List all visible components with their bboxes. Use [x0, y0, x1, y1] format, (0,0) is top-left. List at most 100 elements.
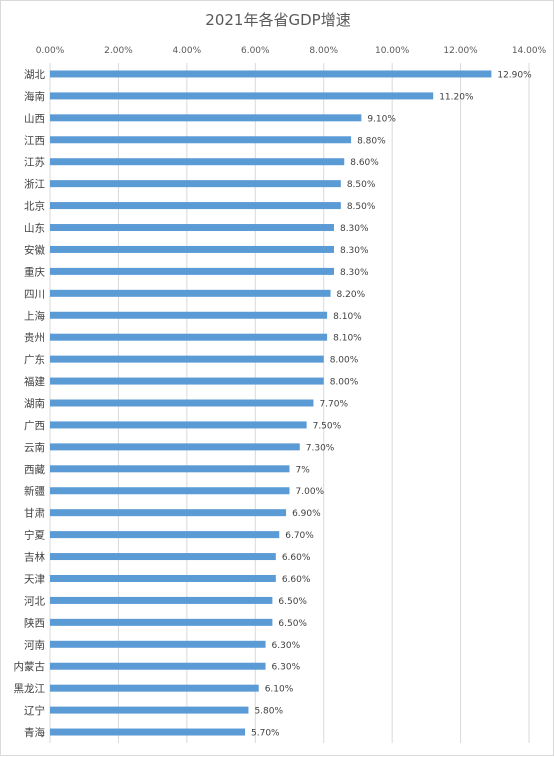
x-tick-label: 6.00%: [241, 46, 270, 56]
bar: [50, 421, 307, 429]
category-label: 海南: [24, 90, 45, 103]
category-label: 辽宁: [24, 704, 45, 717]
bar: [50, 180, 341, 188]
category-label: 湖北: [24, 69, 45, 81]
data-label: 5.80%: [254, 707, 283, 717]
data-label: 8.20%: [337, 290, 366, 300]
bar: [50, 224, 334, 232]
data-label: 8.60%: [350, 158, 379, 168]
category-label: 重庆: [24, 265, 45, 278]
bars: [50, 70, 492, 736]
data-label: 8.10%: [333, 334, 362, 344]
category-label: 西藏: [24, 464, 45, 476]
data-label: 8.30%: [340, 246, 369, 256]
bar: [50, 333, 328, 341]
category-label: 河北: [24, 595, 45, 607]
bar: [50, 399, 314, 407]
data-label: 8.30%: [340, 268, 369, 278]
category-label: 陕西: [24, 616, 45, 629]
data-label: 6.10%: [265, 685, 294, 695]
category-label: 山西: [24, 113, 45, 125]
bar: [50, 92, 434, 100]
category-label: 四川: [24, 288, 45, 300]
category-label: 天津: [24, 573, 45, 585]
bar: [50, 684, 259, 692]
category-label: 北京: [24, 200, 45, 213]
category-label: 甘肃: [24, 507, 45, 520]
bar: [50, 706, 249, 714]
category-label: 新疆: [24, 485, 45, 498]
x-tick-label: 4.00%: [173, 46, 202, 56]
data-label: 8.50%: [347, 180, 376, 190]
bar: [50, 245, 334, 253]
x-tick-label: 12.00%: [443, 46, 478, 56]
bar: [50, 553, 276, 561]
data-label: 6.50%: [278, 597, 307, 607]
category-label: 河南: [24, 638, 45, 651]
chart-title: 2021年各省GDP增速: [205, 11, 350, 29]
x-tick-label: 0.00%: [36, 46, 65, 56]
category-label: 贵州: [24, 331, 45, 344]
data-label: 11.20%: [439, 92, 474, 102]
x-tick-label: 8.00%: [309, 46, 338, 56]
bar: [50, 443, 300, 451]
data-label: 8.10%: [333, 312, 362, 322]
data-label: 6.30%: [272, 641, 301, 651]
data-label: 5.70%: [251, 729, 280, 739]
data-label: 8.30%: [340, 224, 369, 234]
data-label: 8.00%: [330, 356, 359, 366]
category-label: 山东: [24, 222, 45, 235]
data-label: 6.90%: [292, 509, 321, 519]
category-label: 江西: [24, 135, 45, 147]
data-label: 8.80%: [357, 136, 386, 146]
bar: [50, 662, 266, 670]
category-label: 吉林: [24, 551, 45, 564]
bar: [50, 487, 290, 495]
data-label: 6.60%: [282, 575, 311, 585]
x-tick-label: 14.00%: [512, 46, 547, 56]
data-labels: 12.90% 11.20% 9.10% 8.80% 8.60% 8.50% 8.50% 8.3…: [251, 70, 532, 738]
bar: [50, 377, 324, 385]
category-label: 内蒙古: [14, 660, 46, 673]
category-label: 浙江: [24, 179, 45, 191]
category-label: 宁夏: [24, 529, 45, 542]
bar: [50, 70, 492, 78]
bar: [50, 618, 273, 626]
data-label: 12.90%: [497, 70, 532, 80]
data-label: 6.60%: [282, 553, 311, 563]
data-label: 9.10%: [367, 114, 396, 124]
bar: [50, 531, 280, 539]
bar: [50, 574, 276, 582]
data-label: 6.50%: [278, 619, 307, 629]
category-label: 福建: [24, 375, 45, 388]
x-tick-label: 10.00%: [375, 46, 410, 56]
category-label: 上海: [24, 309, 45, 322]
category-label: 安徽: [24, 243, 45, 256]
bar: [50, 355, 324, 363]
bar: [50, 465, 290, 473]
category-label: 湖南: [24, 397, 45, 410]
data-label: 7.00%: [296, 487, 325, 497]
x-tick-label: 2.00%: [104, 46, 133, 56]
bar: [50, 311, 328, 319]
x-axis-ticks: 0.00% 2.00% 4.00% 6.00% 8.00% 10.00% 12.00% 14.…: [36, 46, 547, 56]
bar: [50, 509, 287, 517]
bar: [50, 136, 352, 144]
bar: [50, 267, 334, 275]
bar: [50, 289, 331, 297]
bar: [50, 596, 273, 604]
bar: [50, 114, 362, 122]
data-label: 8.50%: [347, 202, 376, 212]
bar: [50, 728, 246, 736]
data-label: 8.00%: [330, 378, 359, 388]
category-label: 江苏: [24, 156, 45, 169]
data-label: 7%: [296, 465, 311, 475]
bar: [50, 202, 341, 210]
data-label: 6.30%: [272, 663, 301, 673]
data-label: 7.50%: [313, 421, 342, 431]
data-label: 6.70%: [285, 531, 314, 541]
bar: [50, 640, 266, 648]
category-label: 广东: [24, 353, 45, 366]
